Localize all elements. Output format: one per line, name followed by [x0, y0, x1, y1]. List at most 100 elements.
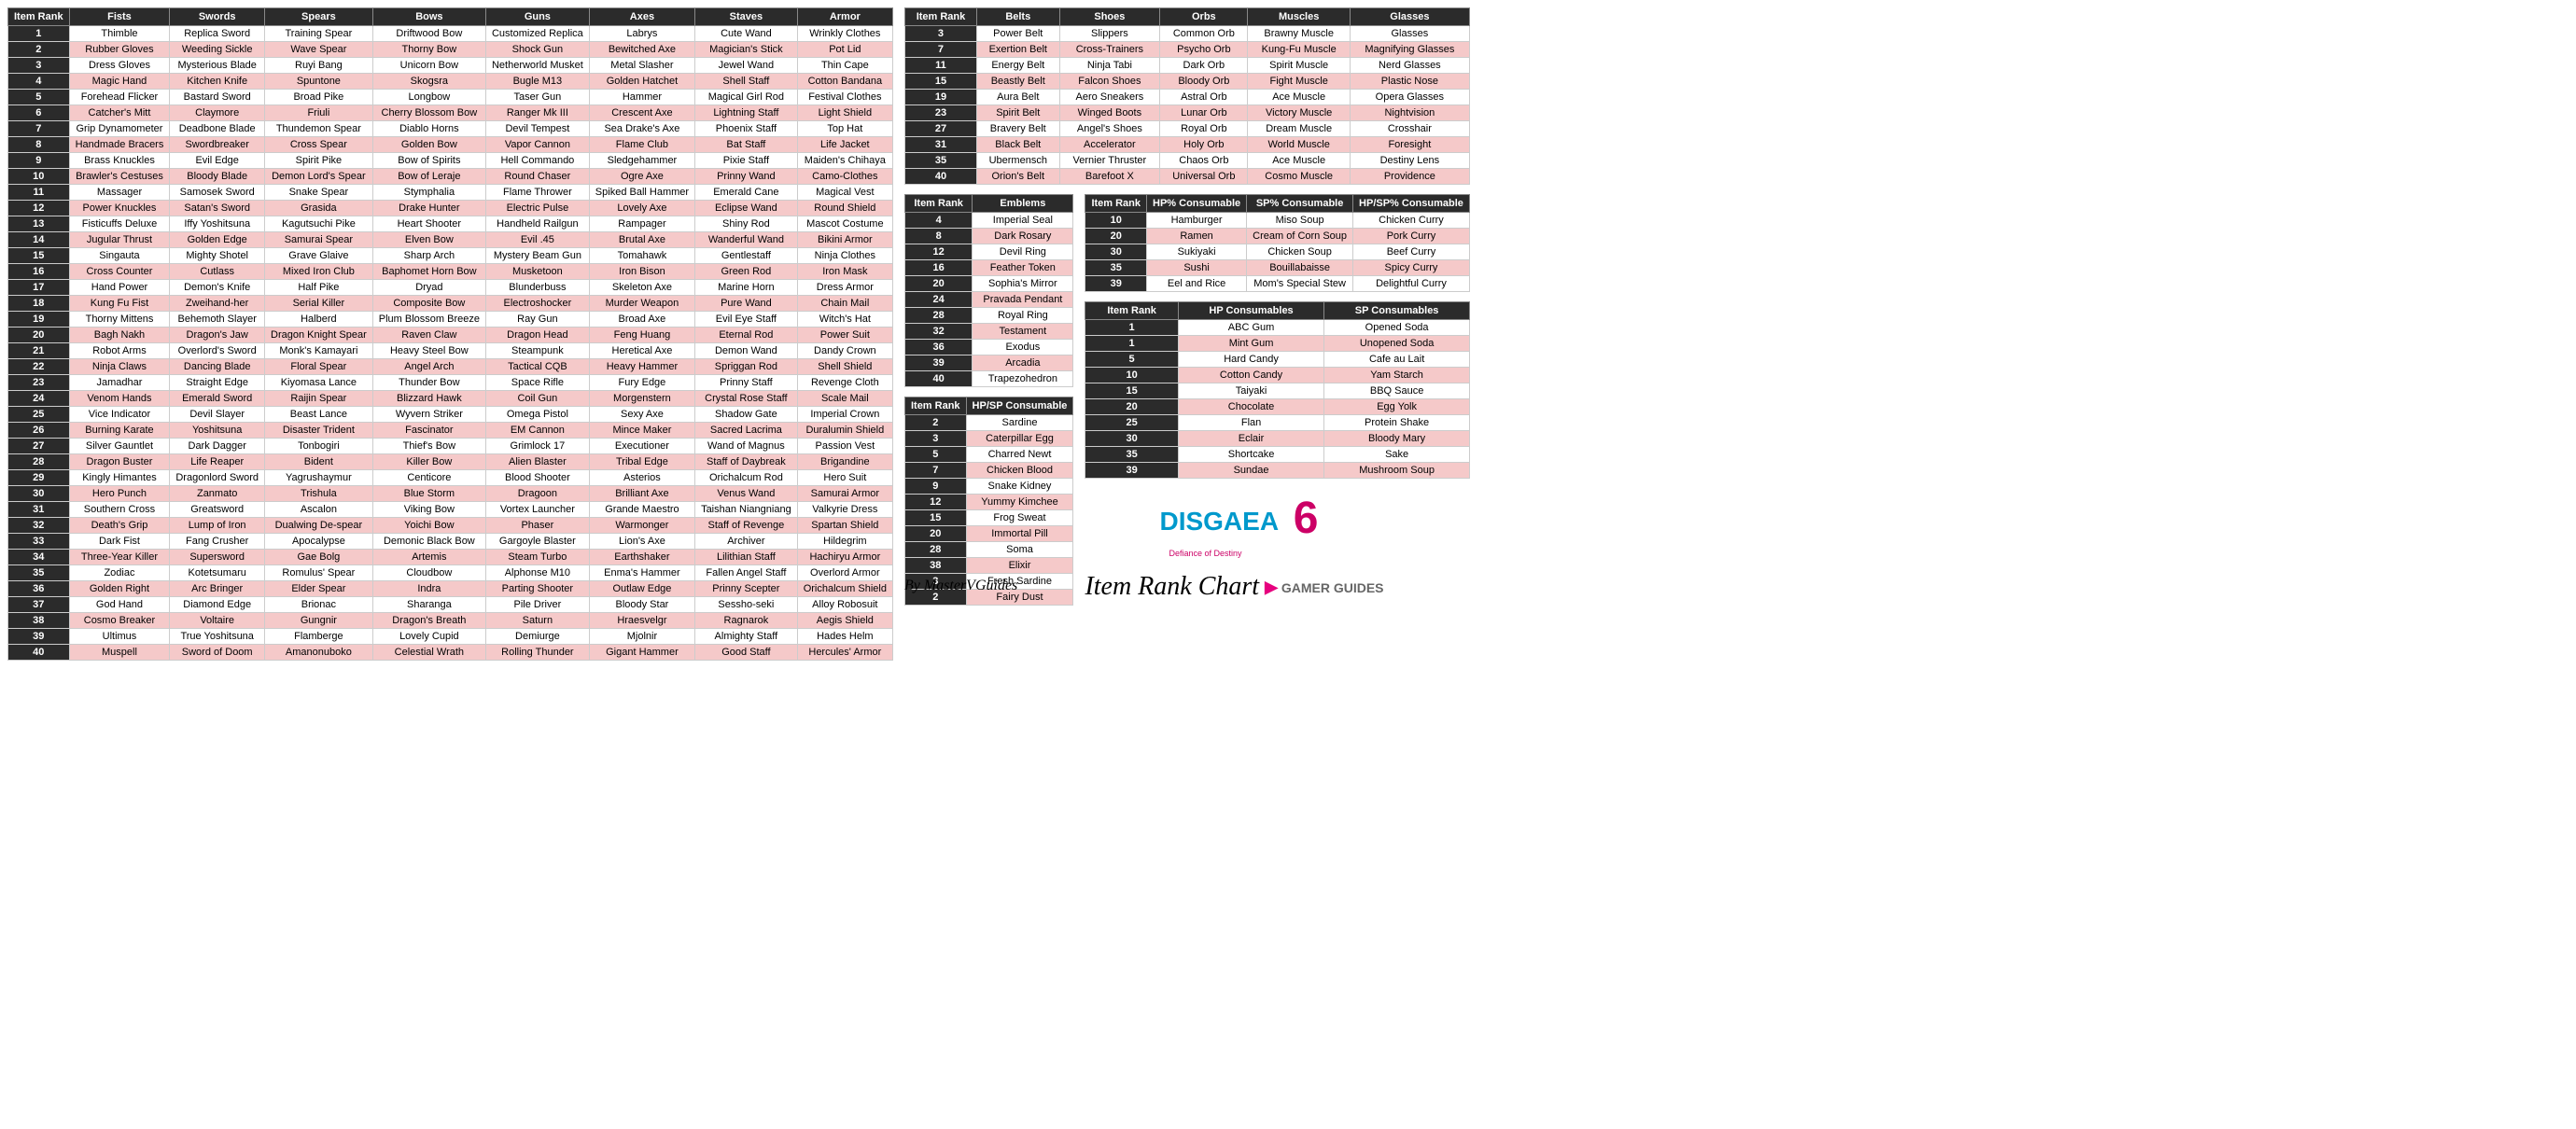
cell: Ranger Mk III	[485, 105, 589, 121]
cell: Raijin Spear	[265, 391, 373, 407]
cell: Egg Yolk	[1324, 399, 1470, 415]
cell: Samurai Spear	[265, 232, 373, 248]
cell: Opened Soda	[1324, 320, 1470, 336]
table-row: 3Caterpillar Egg	[904, 431, 1072, 447]
cell: Brawler's Cestuses	[69, 169, 170, 185]
cell: Nerd Glasses	[1350, 58, 1469, 74]
cell: Broad Axe	[589, 312, 694, 328]
cell: 20	[1085, 399, 1178, 415]
cell: 10	[1085, 368, 1178, 383]
cell: Spirit Belt	[977, 105, 1060, 121]
cell: Deadbone Blade	[170, 121, 265, 137]
col-header: Emblems	[973, 195, 1073, 213]
cell: Thunder Bow	[372, 375, 485, 391]
cell: Rubber Gloves	[69, 42, 170, 58]
cell: 40	[904, 371, 972, 387]
cell: Blunderbuss	[485, 280, 589, 296]
cell: Golden Right	[69, 581, 170, 597]
table-row: 35UbermenschVernier ThrusterChaos OrbAce…	[904, 153, 1469, 169]
cell: Amanonuboko	[265, 645, 373, 661]
table-row: 30Hero PunchZanmatoTrishulaBlue StormDra…	[8, 486, 893, 502]
table-row: 22Ninja ClawsDancing BladeFloral SpearAn…	[8, 359, 893, 375]
cell: 31	[904, 137, 976, 153]
cell: 30	[1085, 431, 1178, 447]
cell: Bident	[265, 454, 373, 470]
cell: 39	[8, 629, 70, 645]
cell: Executioner	[589, 439, 694, 454]
cell: Cherry Blossom Bow	[372, 105, 485, 121]
cell: Magical Vest	[797, 185, 892, 201]
col-header: Shoes	[1059, 8, 1160, 26]
cell: Ogre Axe	[589, 169, 694, 185]
table-row: 15TaiyakiBBQ Sauce	[1085, 383, 1469, 399]
cell: Brilliant Axe	[589, 486, 694, 502]
cell: 20	[1085, 229, 1147, 244]
cell: Pot Lid	[797, 42, 892, 58]
cell: Kotetsumaru	[170, 565, 265, 581]
col-header: Orbs	[1160, 8, 1248, 26]
cell: Saturn	[485, 613, 589, 629]
cell: World Muscle	[1248, 137, 1350, 153]
cell: 26	[8, 423, 70, 439]
cell: Passion Vest	[797, 439, 892, 454]
table-row: 9Brass KnucklesEvil EdgeSpirit PikeBow o…	[8, 153, 893, 169]
cell: Foresight	[1350, 137, 1469, 153]
cell: Broad Pike	[265, 90, 373, 105]
cell: Emerald Sword	[170, 391, 265, 407]
flat-consumables-table: Item RankHP ConsumablesSP Consumables1AB…	[1085, 301, 1469, 479]
cell: Evil .45	[485, 232, 589, 248]
col-header: Bows	[372, 8, 485, 26]
table-row: 12Yummy Kimchee	[904, 495, 1072, 510]
cell: Wrinkly Clothes	[797, 26, 892, 42]
cell: Lightning Staff	[695, 105, 798, 121]
cell: Dress Gloves	[69, 58, 170, 74]
cell: Grimlock 17	[485, 439, 589, 454]
cell: Friuli	[265, 105, 373, 121]
cell: 11	[8, 185, 70, 201]
cell: Dragon's Jaw	[170, 328, 265, 343]
cell: Alien Blaster	[485, 454, 589, 470]
cell: Romulus' Spear	[265, 565, 373, 581]
table-row: 3Power BeltSlippersCommon OrbBrawny Musc…	[904, 26, 1469, 42]
table-row: 32Death's GripLump of IronDualwing De-sp…	[8, 518, 893, 534]
cell: Arc Bringer	[170, 581, 265, 597]
table-row: 11Energy BeltNinja TabiDark OrbSpirit Mu…	[904, 58, 1469, 74]
table-row: 2Rubber GlovesWeeding SickleWave SpearTh…	[8, 42, 893, 58]
cell: Sundae	[1178, 463, 1324, 479]
cell: Spartan Shield	[797, 518, 892, 534]
col-header: Swords	[170, 8, 265, 26]
cell: Dragon Head	[485, 328, 589, 343]
cell: Dark Dagger	[170, 439, 265, 454]
cell: Halberd	[265, 312, 373, 328]
cell: Black Belt	[977, 137, 1060, 153]
cell: Spiked Ball Hammer	[589, 185, 694, 201]
cell: Spriggan Rod	[695, 359, 798, 375]
cell: Magician's Stick	[695, 42, 798, 58]
cell: 9	[904, 479, 966, 495]
table-row: 28Dragon BusterLife ReaperBidentKiller B…	[8, 454, 893, 470]
cell: Maiden's Chihaya	[797, 153, 892, 169]
cell: Vernier Thruster	[1059, 153, 1160, 169]
cell: Rolling Thunder	[485, 645, 589, 661]
cell: Energy Belt	[977, 58, 1060, 74]
table-row: 7Grip DynamometerDeadbone BladeThundemon…	[8, 121, 893, 137]
col-header: Fists	[69, 8, 170, 26]
cell: Barefoot X	[1059, 169, 1160, 185]
cell: Eternal Rod	[695, 328, 798, 343]
cell: Floral Spear	[265, 359, 373, 375]
col-header: HP% Consumable	[1147, 195, 1247, 213]
cell: Parting Shooter	[485, 581, 589, 597]
cell: Trapezohedron	[973, 371, 1073, 387]
cell: Vapor Cannon	[485, 137, 589, 153]
cell: Hildegrim	[797, 534, 892, 550]
cell: Tactical CQB	[485, 359, 589, 375]
cell: Flame Thrower	[485, 185, 589, 201]
cell: Mysterious Blade	[170, 58, 265, 74]
cell: Blue Storm	[372, 486, 485, 502]
cell: 39	[904, 355, 972, 371]
cell: Elixir	[966, 558, 1073, 574]
cell: Asterios	[589, 470, 694, 486]
cell: Hamburger	[1147, 213, 1247, 229]
cell: 20	[904, 526, 966, 542]
cell: Dragon Buster	[69, 454, 170, 470]
